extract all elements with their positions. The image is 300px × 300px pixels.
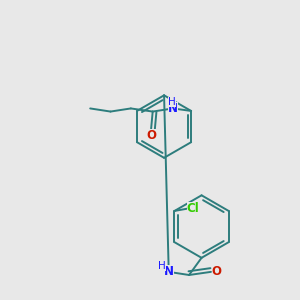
Text: H: H [158,261,166,271]
Text: O: O [212,266,222,278]
Text: N: N [164,265,174,278]
Text: O: O [146,129,156,142]
Text: H: H [168,97,176,106]
Text: Cl: Cl [187,202,200,215]
Text: N: N [168,102,178,115]
